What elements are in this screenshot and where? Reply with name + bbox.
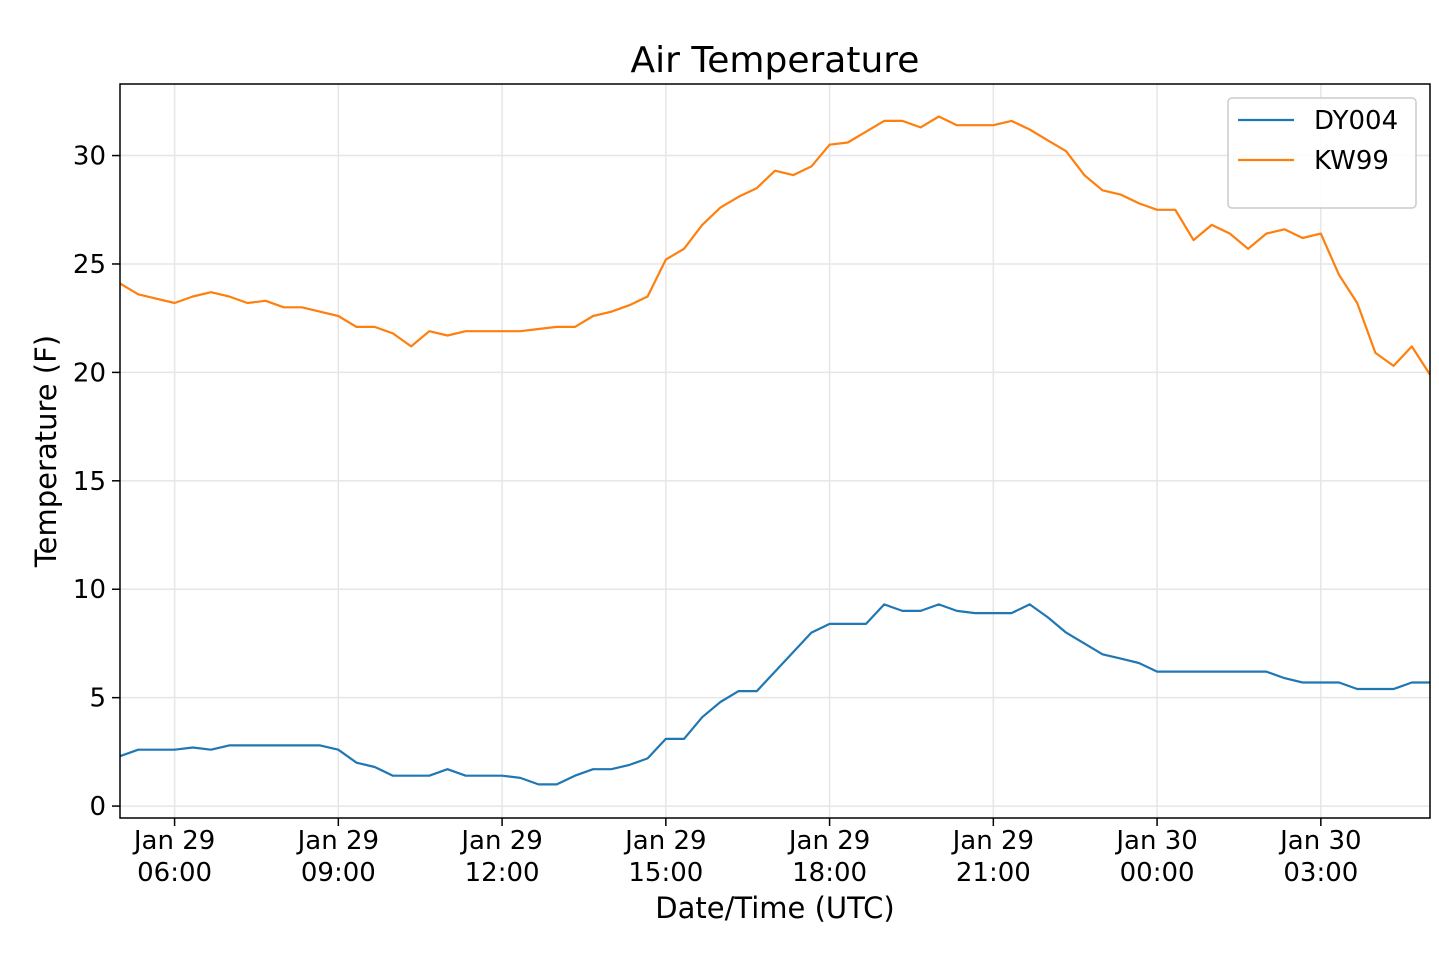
series-line [119, 115, 1431, 376]
x-tick-label: 21:00 [956, 858, 1031, 888]
x-axis-label: Date/Time (UTC) [655, 891, 894, 925]
x-tick-label: 06:00 [137, 858, 212, 888]
x-tick-label: 09:00 [301, 858, 376, 888]
x-tick-label: 03:00 [1283, 858, 1358, 888]
y-tick-label: 15 [73, 467, 106, 497]
x-tick-label: 12:00 [465, 858, 540, 888]
x-tick-label: Jan 29 [459, 826, 542, 856]
y-tick-label: 25 [73, 250, 106, 280]
series-line [119, 603, 1430, 786]
y-axis-label: Temperature (F) [29, 335, 63, 568]
x-tick-label: Jan 29 [787, 826, 870, 856]
legend-label: KW99 [1314, 146, 1389, 176]
y-tick-label: 5 [89, 684, 106, 714]
y-tick-label: 10 [73, 575, 106, 605]
legend-label: DY004 [1314, 106, 1398, 136]
chart-title: Air Temperature [631, 40, 920, 81]
x-tick-label: Jan 29 [623, 826, 706, 856]
y-tick-label: 0 [89, 792, 106, 822]
x-tick-label: Jan 29 [296, 826, 379, 856]
x-tick-label: Jan 30 [1278, 826, 1361, 856]
x-tick-label: 00:00 [1120, 858, 1195, 888]
y-tick-label: 20 [73, 358, 106, 388]
y-tick-label: 30 [73, 142, 106, 172]
plot-frame [119, 83, 1431, 819]
x-tick-label: Jan 29 [951, 826, 1034, 856]
legend-box [1227, 97, 1417, 209]
x-tick-label: Jan 29 [132, 826, 215, 856]
x-tick-label: Jan 30 [1114, 826, 1197, 856]
x-tick-label: 18:00 [792, 858, 867, 888]
x-tick-label: 15:00 [628, 858, 703, 888]
